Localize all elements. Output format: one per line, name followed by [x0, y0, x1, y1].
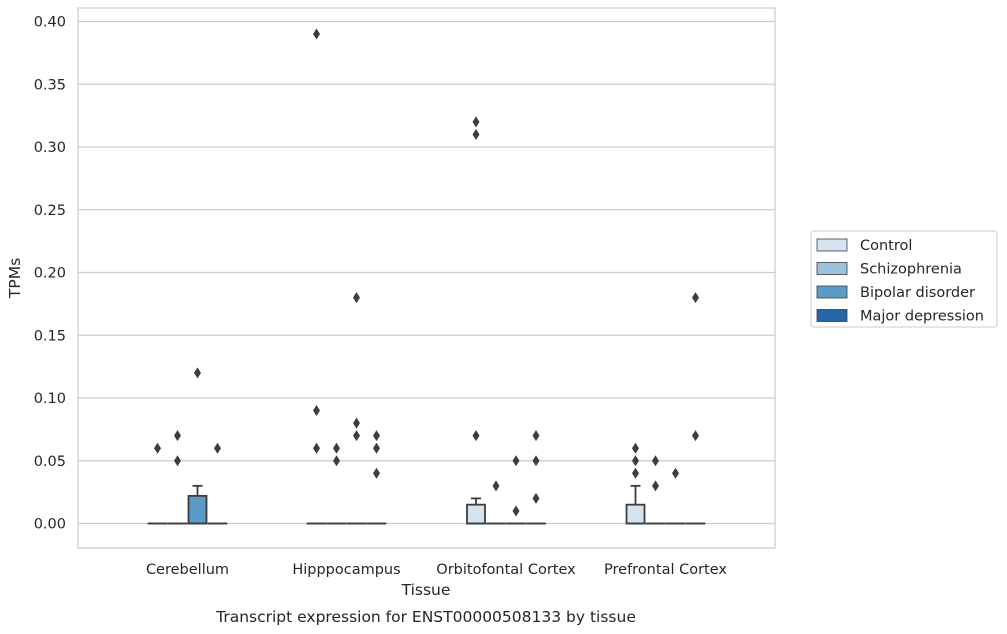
y-tick-label: 0.20	[34, 266, 66, 282]
box-control	[466, 503, 486, 525]
outlier-point	[353, 430, 360, 442]
legend: Control Schizophrenia Bipolar disorder Majo…	[810, 230, 998, 328]
outlier-point	[652, 480, 659, 492]
x-tick-label: Cerebellum	[146, 562, 229, 578]
x-tick-label: Orbitofontal Cortex	[436, 562, 576, 578]
y-tick-label: 0.40	[34, 15, 66, 31]
outlier-point	[373, 467, 380, 479]
outlier-point	[333, 442, 340, 454]
legend-frame	[810, 230, 998, 328]
y-tick-label: 0.10	[34, 391, 66, 407]
outlier-point	[373, 430, 380, 442]
outlier-point	[313, 28, 320, 40]
outlier-point	[492, 480, 500, 492]
outlier-point	[373, 442, 380, 454]
outlier-point	[333, 455, 340, 467]
legend-swatch	[816, 309, 848, 322]
y-tick-label: 0.00	[34, 517, 66, 533]
outlier-point	[472, 430, 480, 442]
legend-label: Control	[860, 238, 912, 254]
y-tick-label: 0.35	[34, 77, 66, 93]
y-axis-title: TPMs	[6, 258, 24, 299]
outlier-point	[174, 455, 181, 467]
outlier-point	[472, 128, 480, 140]
legend-label: Schizophrenia	[860, 262, 962, 278]
x-axis-title: Tissue	[401, 581, 451, 599]
outlier-point	[353, 417, 360, 429]
outlier-point	[313, 405, 320, 417]
outlier-point	[692, 430, 699, 442]
x-tick-labels: Cerebellum Hipppocampus Orbitofontal Corte…	[146, 562, 727, 578]
outlier-point	[214, 442, 221, 454]
legend-swatch	[816, 238, 848, 252]
outlier-point	[632, 455, 639, 467]
outlier-point	[313, 442, 320, 454]
outlier-point	[692, 292, 699, 304]
y-tick-label: 0.25	[34, 203, 66, 219]
outlier-point	[632, 467, 639, 479]
outlier-point	[154, 442, 161, 454]
outlier-point	[512, 455, 520, 467]
legend-swatch	[816, 262, 848, 275]
box-elements	[147, 484, 706, 525]
legend-swatch	[816, 285, 848, 299]
plot-frame	[77, 7, 776, 549]
outlier-point	[672, 467, 679, 479]
outlier-point	[174, 430, 181, 442]
outlier-point	[353, 292, 360, 304]
x-tick-label: Hipppocampus	[292, 562, 400, 578]
outlier-point	[472, 116, 480, 128]
legend-label: Bipolar disorder	[860, 285, 975, 301]
chart-caption: Transcript expression for ENST0000050813…	[215, 608, 636, 626]
y-tick-labels: 0.00 0.05 0.10 0.15 0.20 0.25 0.30 0.35 0.40	[34, 15, 66, 533]
legend-label: Major depression	[860, 309, 984, 325]
outlier-point	[652, 455, 659, 467]
outlier-point	[532, 492, 540, 504]
box-control	[625, 503, 646, 525]
y-tick-label: 0.30	[34, 140, 66, 156]
y-tick-label: 0.05	[34, 454, 66, 470]
outlier-point	[512, 505, 520, 517]
outlier-point	[632, 442, 639, 454]
outlier-point	[532, 455, 540, 467]
x-tick-label: Prefrontal Cortex	[604, 562, 727, 578]
outlier-point	[532, 430, 540, 442]
y-tick-label: 0.15	[34, 328, 66, 344]
box-bipolar-disorder	[187, 494, 208, 525]
outlier-point	[194, 367, 201, 379]
outlier-points	[154, 28, 699, 517]
